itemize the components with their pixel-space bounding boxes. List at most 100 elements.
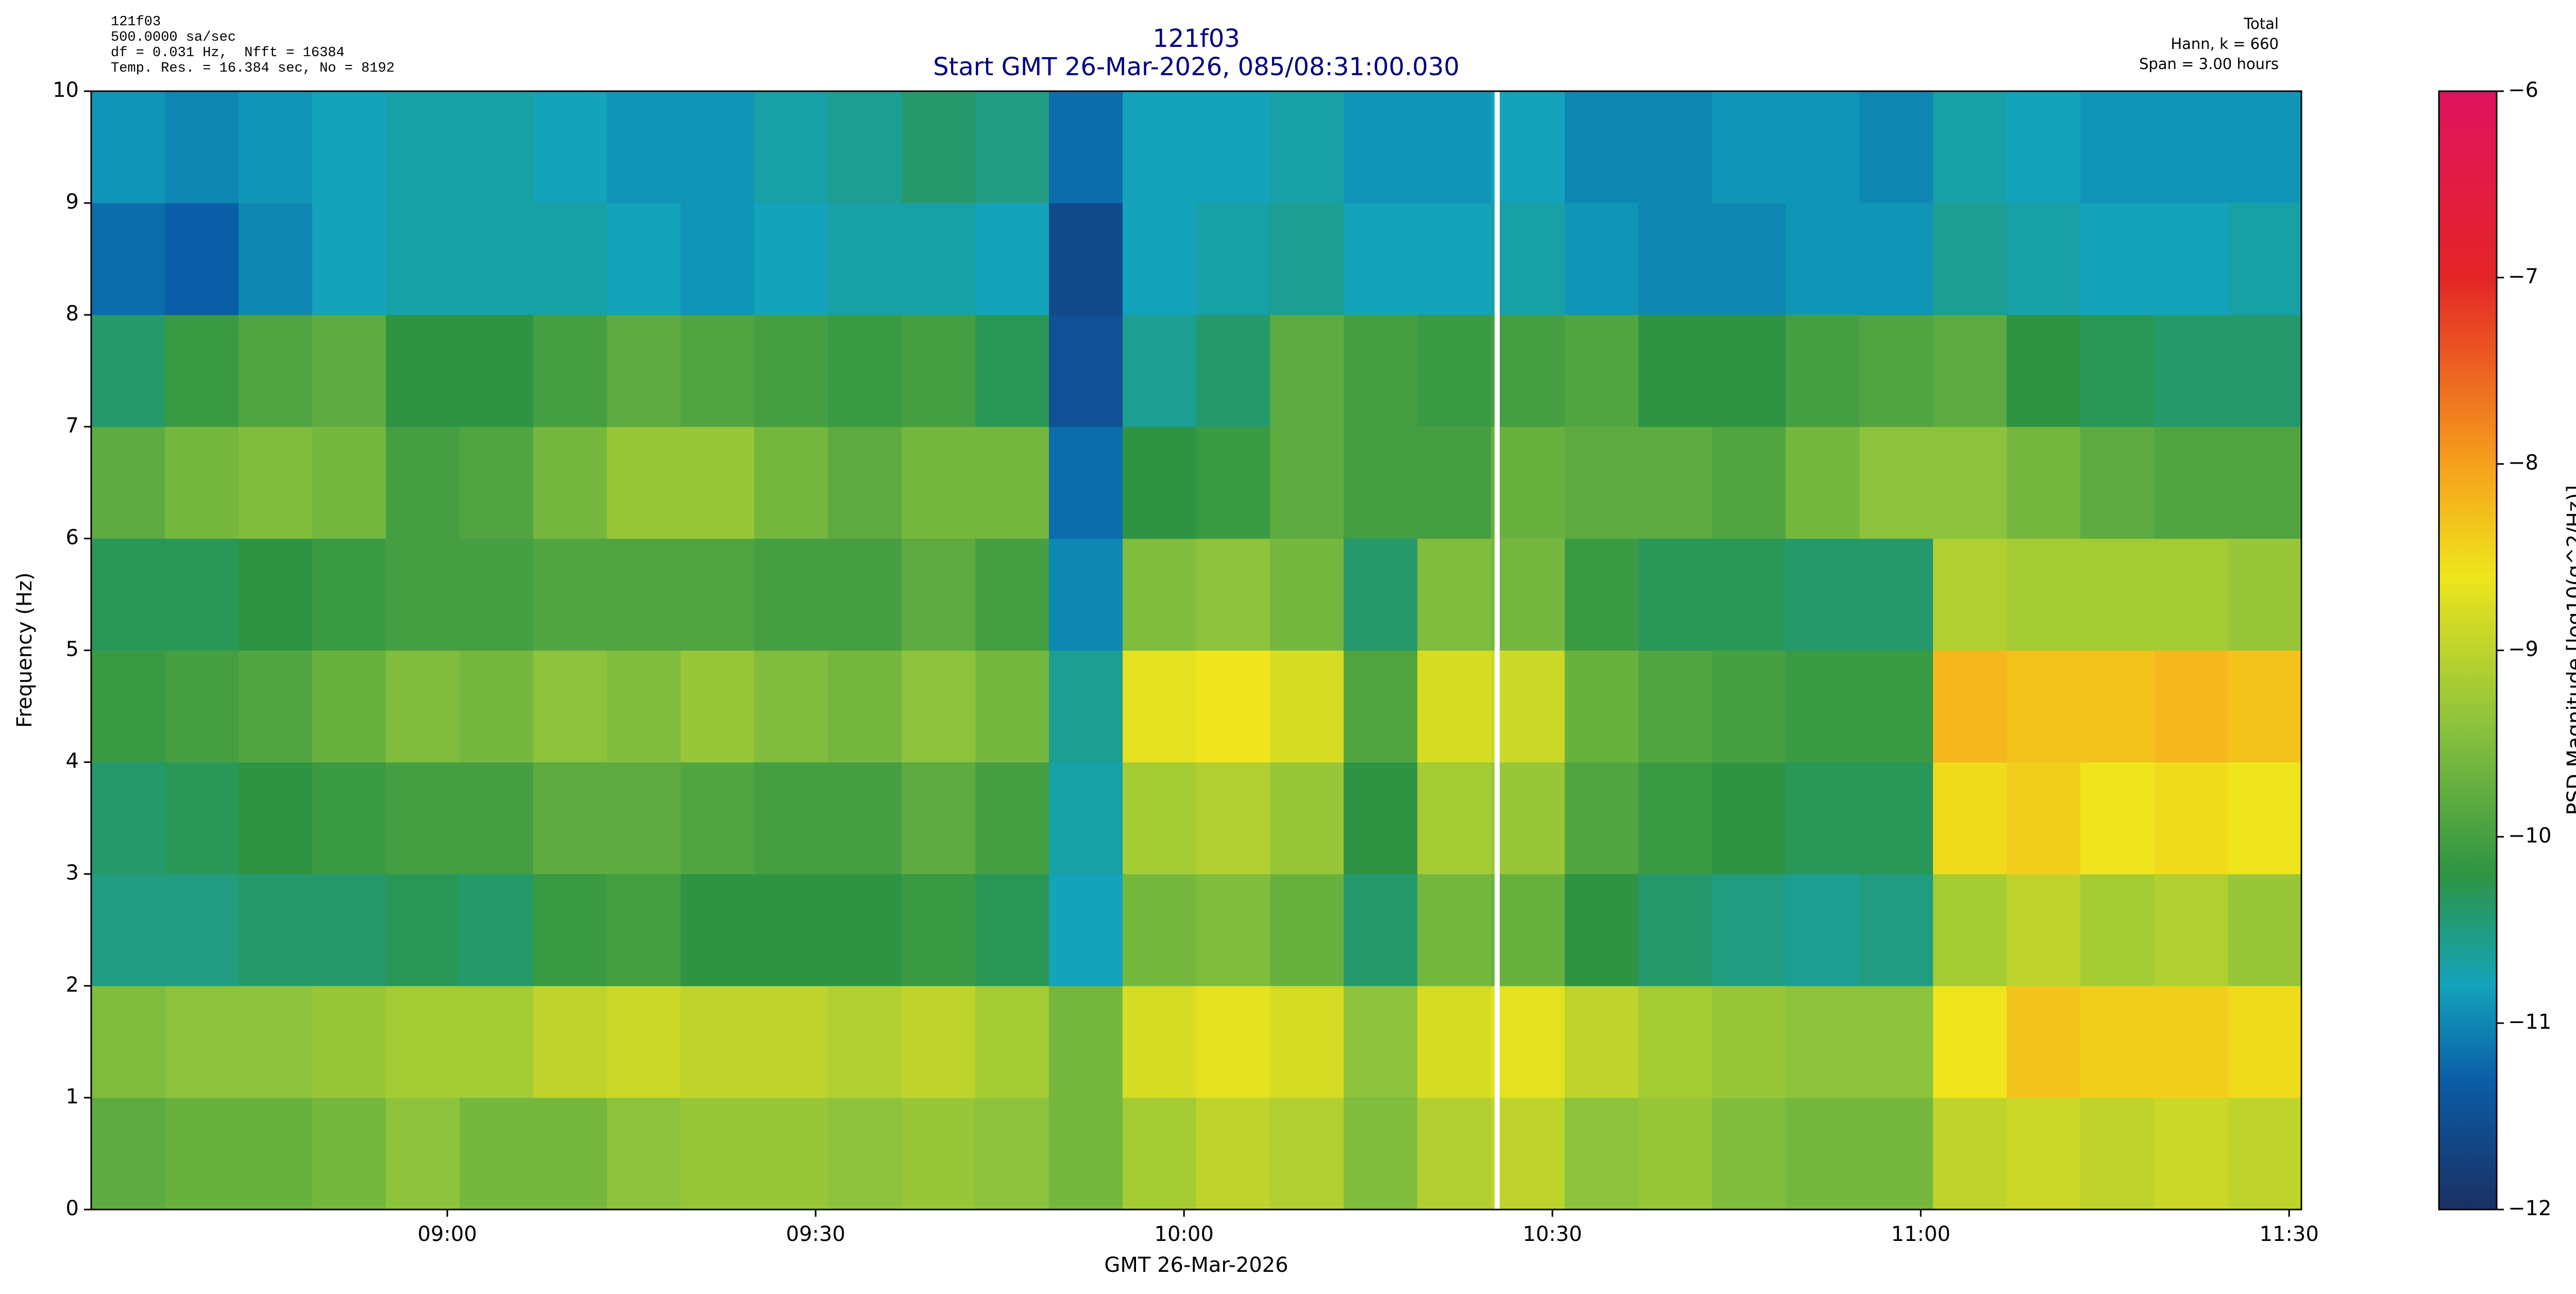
heatmap-cell xyxy=(1638,874,1713,986)
heatmap-cell xyxy=(1344,203,1418,315)
heatmap-cell xyxy=(312,874,386,986)
heatmap-cell xyxy=(975,985,1049,1098)
heatmap-cell xyxy=(91,874,165,986)
heatmap-cell xyxy=(533,203,607,315)
heatmap-cell xyxy=(828,427,902,539)
heatmap-cell xyxy=(1786,427,1860,539)
heatmap-cell xyxy=(2080,203,2155,315)
heatmap-cell xyxy=(239,538,313,651)
heatmap-cell xyxy=(2080,874,2155,986)
heatmap-cell xyxy=(828,91,902,203)
heatmap-cell xyxy=(312,91,386,203)
heatmap-cell xyxy=(533,650,607,763)
heatmap-cell xyxy=(239,762,313,875)
heatmap-cell xyxy=(1123,650,1197,763)
heatmap-cell xyxy=(902,315,976,427)
heatmap-cell xyxy=(1638,1097,1713,1210)
heatmap-cell xyxy=(607,315,681,427)
heatmap-cell xyxy=(2154,1097,2228,1210)
heatmap-cell xyxy=(975,762,1049,875)
heatmap-cell xyxy=(1196,874,1270,986)
heatmap-cell xyxy=(460,538,534,651)
heatmap-cell xyxy=(975,315,1049,427)
heatmap-cell xyxy=(2007,91,2081,203)
heatmap-cell xyxy=(1491,985,1565,1098)
heatmap-cell xyxy=(828,985,902,1098)
heatmap-cell xyxy=(1786,762,1860,875)
chart-subtitle: Start GMT 26-Mar-2026, 085/08:31:00.030 xyxy=(933,53,1460,81)
heatmap-cell xyxy=(1417,985,1492,1098)
heatmap-cell xyxy=(239,1097,313,1210)
heatmap-cell xyxy=(828,874,902,986)
heatmap-cell xyxy=(1712,203,1786,315)
heatmap-cell xyxy=(1196,538,1270,651)
heatmap-cell xyxy=(1786,874,1860,986)
heatmap-cell xyxy=(2154,203,2228,315)
heatmap-cell xyxy=(2080,985,2155,1098)
heatmap-cell xyxy=(1638,650,1713,763)
heatmap-cell xyxy=(1786,203,1860,315)
x-tick-label: 11:00 xyxy=(1891,1222,1951,1246)
heatmap-cell xyxy=(91,427,165,539)
colorbar-label: PSD Magnitude [log10(g^2/Hz)] xyxy=(2563,485,2576,815)
heatmap-cell xyxy=(1712,985,1786,1098)
heatmap-cell xyxy=(681,985,755,1098)
heatmap-cell xyxy=(1565,1097,1639,1210)
header-left-line: 500.0000 sa/sec xyxy=(111,30,236,45)
heatmap-cell xyxy=(902,985,976,1098)
heatmap-cell xyxy=(460,762,534,875)
heatmap-cell xyxy=(1565,985,1639,1098)
heatmap-cell xyxy=(1859,985,1934,1098)
heatmap-cell xyxy=(1049,203,1123,315)
heatmap-cell xyxy=(902,1097,976,1210)
heatmap-cell xyxy=(1712,91,1786,203)
heatmap-cell xyxy=(975,91,1049,203)
heatmap-cell xyxy=(1933,91,2007,203)
heatmap-cell xyxy=(1933,203,2007,315)
header-left-line: 121f03 xyxy=(111,14,161,30)
heatmap-cell xyxy=(1417,650,1492,763)
heatmap-cell xyxy=(533,762,607,875)
heatmap-cell xyxy=(533,427,607,539)
heatmap-cell xyxy=(1859,427,1934,539)
heatmap-cell xyxy=(1196,985,1270,1098)
y-tick-label: 7 xyxy=(66,414,79,437)
heatmap-cell xyxy=(1786,315,1860,427)
heatmap-cell xyxy=(1123,985,1197,1098)
heatmap-cell xyxy=(2080,91,2155,203)
heatmap-cell xyxy=(2228,203,2302,315)
heatmap-cell xyxy=(681,91,755,203)
heatmap-cell xyxy=(902,203,976,315)
heatmap-cell xyxy=(681,650,755,763)
heatmap-cell xyxy=(2154,91,2228,203)
heatmap-cell xyxy=(460,427,534,539)
heatmap-cell xyxy=(1712,427,1786,539)
heatmap-cell xyxy=(1196,650,1270,763)
heatmap-cell xyxy=(165,874,239,986)
heatmap-cell xyxy=(1933,315,2007,427)
heatmap-cell xyxy=(91,91,165,203)
heatmap-cell xyxy=(1933,985,2007,1098)
heatmap-cell xyxy=(1270,762,1344,875)
heatmap-cell xyxy=(607,538,681,651)
heatmap-cell xyxy=(165,91,239,203)
heatmap-cell xyxy=(1123,203,1197,315)
heatmap-cell xyxy=(165,1097,239,1210)
y-tick-label: 6 xyxy=(66,525,79,549)
heatmap-cell xyxy=(607,91,681,203)
heatmap-cell xyxy=(1270,650,1344,763)
heatmap-cell xyxy=(312,985,386,1098)
heatmap-cell xyxy=(681,427,755,539)
heatmap-cell xyxy=(975,874,1049,986)
heatmap-cell xyxy=(2154,538,2228,651)
header-left-line: Temp. Res. = 16.384 sec, No = 8192 xyxy=(111,61,395,76)
heatmap-cell xyxy=(1049,985,1123,1098)
heatmap-cell xyxy=(1049,315,1123,427)
heatmap-cell xyxy=(312,315,386,427)
heatmap-cell xyxy=(2007,427,2081,539)
heatmap-cell xyxy=(239,874,313,986)
heatmap-cell xyxy=(2080,1097,2155,1210)
heatmap-cell xyxy=(2080,538,2155,651)
heatmap-cell xyxy=(828,650,902,763)
